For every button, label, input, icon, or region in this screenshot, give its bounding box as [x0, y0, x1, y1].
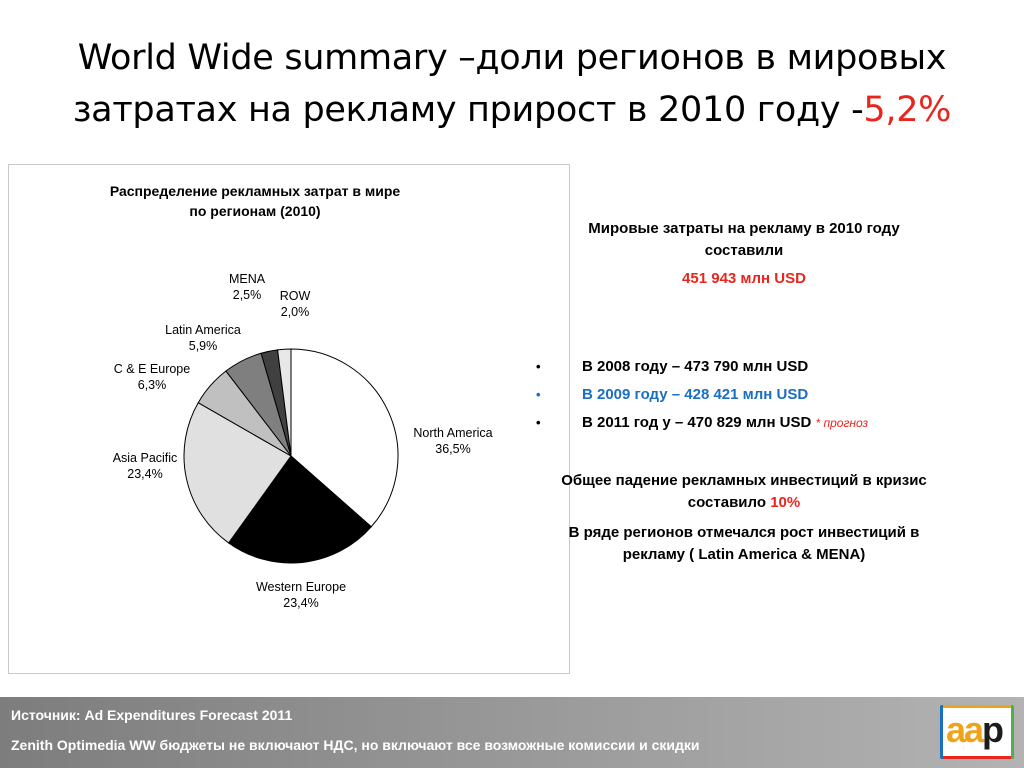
pie-chart: Распределение рекламных затрат в мире по… — [110, 183, 493, 610]
total-spend-intro: Мировые затраты на рекламу в 2010 году с… — [588, 220, 900, 259]
pie-slice-north-america — [290, 348, 399, 528]
aap-logo: aap — [940, 705, 1014, 759]
list-item-2011: • В 2011 год у – 470 829 млн USD * прогн… — [532, 412, 992, 440]
yearly-spend-list: • В 2008 году – 473 790 млн USD • В 2009… — [532, 356, 992, 440]
list-item-text: В 2008 году – 473 790 млн USD — [582, 358, 809, 375]
pie-chart-frame: Распределение рекламных затрат в мире по… — [8, 164, 570, 674]
footer-source: Источник: Ad Expenditures Forecast 2011 — [11, 707, 293, 723]
slice-value-label: 6,3% — [138, 378, 167, 392]
logo-text: aap — [946, 709, 1004, 750]
pie-slice-row — [277, 348, 292, 457]
slice-value-label: 23,4% — [283, 596, 318, 610]
footer-bar: Источник: Ad Expenditures Forecast 2011 … — [0, 697, 1024, 768]
bullet-icon: • — [536, 359, 541, 374]
list-item-2009: • В 2009 году – 428 421 млн USD — [532, 384, 992, 412]
crisis-drop-value: 10% — [770, 494, 801, 511]
crisis-drop-label: Общее падение рекламных инвестиций в кри… — [561, 472, 927, 511]
list-item-2008: • В 2008 году – 473 790 млн USD — [532, 356, 992, 384]
crisis-drop-text: Общее падение рекламных инвестиций в кри… — [556, 470, 932, 514]
logo-text-p: p — [982, 709, 1004, 750]
bullet-icon: • — [536, 415, 541, 430]
slice-value-label: 5,9% — [189, 339, 218, 353]
slide-title: World Wide summary –доли регионов в миро… — [0, 32, 1024, 136]
slice-label: C & E Europe — [114, 362, 190, 376]
forecast-note: * прогноз — [815, 416, 869, 430]
logo-frame — [943, 708, 1011, 756]
slice-label: Asia Pacific — [113, 451, 178, 465]
list-item-text: В 2009 году – 428 421 млн USD — [582, 386, 809, 403]
title-line-1: World Wide summary –доли регионов в миро… — [77, 38, 947, 78]
bullet-icon: • — [536, 387, 541, 402]
footer-note: Zenith Optimedia WW бюджеты не включают … — [11, 737, 700, 753]
list-item-text: В 2011 год у – 470 829 млн USD — [582, 414, 812, 431]
title-line-2-text: затратах на рекламу прирост в 2010 году … — [72, 90, 864, 130]
pie-slice-asia-pacific — [183, 402, 292, 544]
regional-growth-text: В ряде регионов отмечался рост инвестици… — [568, 524, 920, 563]
slice-label: North America — [413, 426, 492, 440]
slice-label: ROW — [280, 289, 311, 303]
slice-value-label: 36,5% — [435, 442, 470, 456]
pie-slice-western-europe — [227, 455, 372, 564]
chart-title-line-1: Распределение рекламных затрат в мире — [110, 183, 401, 199]
logo-text-aa: aa — [946, 709, 984, 750]
total-spend-value: 451 943 млн USD — [682, 270, 806, 287]
slice-label: MENA — [229, 272, 266, 286]
slice-value-label: 2,0% — [281, 305, 310, 319]
slice-value-label: 23,4% — [127, 467, 162, 481]
chart-title-line-2: по регионам (2010) — [189, 203, 320, 219]
pie-slices — [183, 348, 399, 564]
title-line-2: затратах на рекламу прирост в 2010 году … — [0, 84, 1024, 136]
title-growth-value: 5,2% — [863, 90, 952, 130]
slice-label: Latin America — [165, 323, 241, 337]
slice-label: Western Europe — [256, 580, 346, 594]
pie-labels: North America 36,5% Western Europe 23,4% Asi… — [113, 272, 493, 610]
slice-value-label: 2,5% — [233, 288, 262, 302]
